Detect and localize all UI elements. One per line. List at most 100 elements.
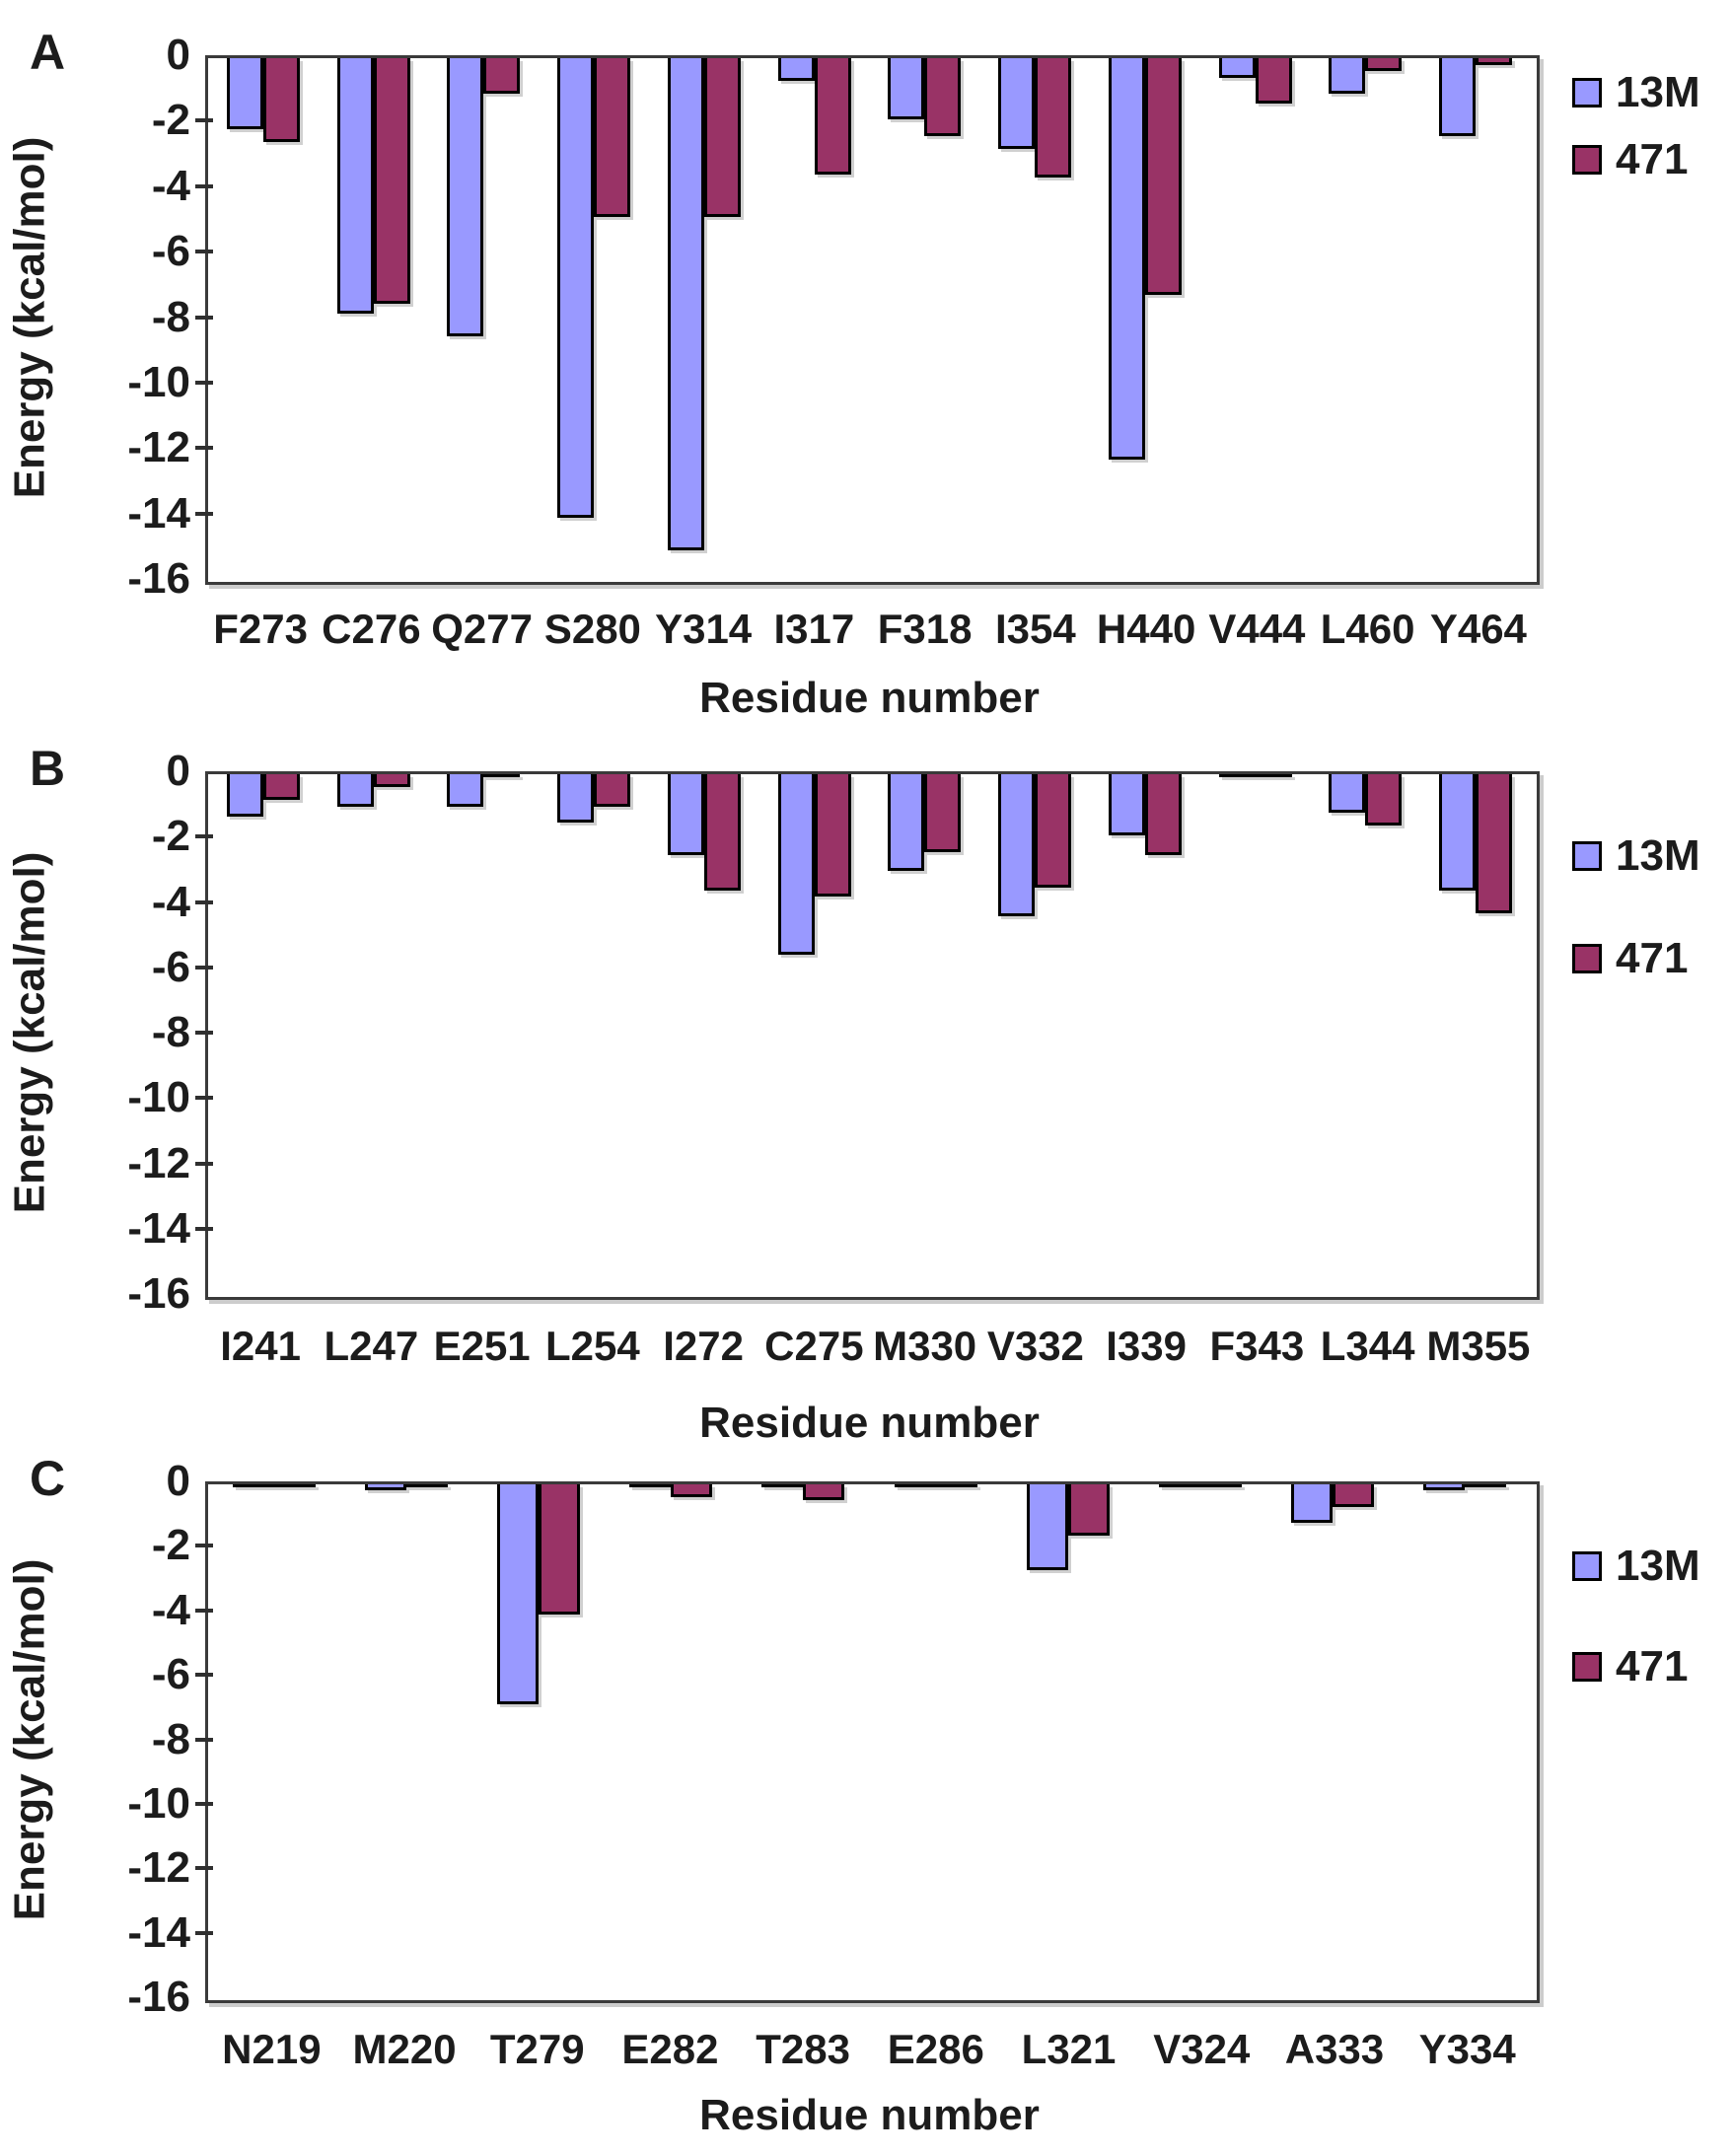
bar-471-F343 <box>1255 774 1292 778</box>
y-tick-mark <box>195 1096 213 1101</box>
y-tick-mark <box>195 250 213 254</box>
y-tick-mark <box>195 511 213 516</box>
legend-label-471: 471 <box>1616 934 1689 982</box>
y-tick-mark <box>195 315 213 320</box>
legend-label-13M: 13M <box>1616 68 1700 116</box>
legend-swatch-471 <box>1572 944 1602 973</box>
x-category-label: L247 <box>324 1323 419 1369</box>
panel-letter: C <box>30 1451 66 1506</box>
bar-471-H440 <box>1144 58 1182 295</box>
bar-13M-L247 <box>336 774 374 807</box>
x-category-label: M330 <box>873 1323 977 1369</box>
x-category-label: E251 <box>433 1323 531 1369</box>
y-tick-label: -6 <box>151 227 190 276</box>
y-axis-title-wrap: Energy (kcal/mol) <box>0 1481 59 1997</box>
bar-471-C276 <box>373 58 410 305</box>
legend-swatch-13M <box>1572 1551 1602 1581</box>
legend-swatch-13M <box>1572 841 1602 871</box>
y-axis-title-wrap: Energy (kcal/mol) <box>0 55 59 579</box>
x-category-label: I317 <box>773 606 855 652</box>
x-category-label: F273 <box>213 606 308 652</box>
y-tick-label: -12 <box>127 423 190 472</box>
bar-471-E282 <box>671 1484 713 1497</box>
y-tick-mark <box>195 1544 213 1548</box>
legend-label-471: 471 <box>1616 135 1689 183</box>
bar-13M-Q277 <box>447 58 484 337</box>
y-tick-mark <box>195 1608 213 1613</box>
bar-471-L247 <box>373 774 410 788</box>
bar-13M-E282 <box>629 1484 672 1488</box>
bar-13M-V324 <box>1158 1484 1200 1488</box>
legend-item-13M: 13M <box>1572 834 1700 878</box>
bar-471-V332 <box>1035 774 1072 888</box>
bar-13M-L321 <box>1026 1484 1068 1571</box>
y-tick-label: -8 <box>151 1008 190 1056</box>
y-axis-title: Energy (kcal/mol) <box>5 1558 53 1920</box>
y-tick-label: -14 <box>127 1907 190 1957</box>
legend-swatch-471 <box>1572 1652 1602 1682</box>
y-tick-label: 0 <box>166 1457 190 1505</box>
y-tick-mark <box>195 1930 213 1935</box>
x-category-label: Y334 <box>1418 2026 1516 2072</box>
x-axis-title: Residue number <box>699 2091 1040 2139</box>
y-tick-mark <box>195 1161 213 1166</box>
bar-471-I354 <box>1035 58 1072 179</box>
bar-13M-Y334 <box>1422 1484 1465 1491</box>
y-tick-label: -16 <box>127 1973 190 2021</box>
bar-13M-H440 <box>1108 58 1145 460</box>
bar-13M-E251 <box>447 774 484 807</box>
x-category-label: V324 <box>1153 2026 1251 2072</box>
x-category-label: L254 <box>545 1323 640 1369</box>
x-category-label: I339 <box>1106 1323 1187 1369</box>
x-category-label: L460 <box>1320 606 1415 652</box>
y-tick-label: -4 <box>151 877 190 926</box>
bar-13M-C275 <box>777 774 815 956</box>
bar-471-M355 <box>1476 774 1513 913</box>
y-tick-mark <box>195 899 213 904</box>
bar-471-I241 <box>262 774 300 801</box>
bar-13M-I272 <box>667 774 704 855</box>
x-category-label: M220 <box>352 2026 457 2072</box>
x-category-label: N219 <box>222 2026 322 2072</box>
legend-label-13M: 13M <box>1616 831 1700 880</box>
y-tick-label: -2 <box>151 96 190 145</box>
bar-13M-S280 <box>557 58 595 518</box>
bar-471-Q277 <box>483 58 521 95</box>
bar-13M-M220 <box>365 1484 407 1491</box>
bar-471-L254 <box>594 774 631 807</box>
bar-13M-F273 <box>226 58 263 130</box>
bar-13M-T279 <box>497 1484 540 1704</box>
bar-471-T279 <box>539 1484 581 1616</box>
plot-area <box>205 1481 1540 2003</box>
bar-471-I272 <box>703 774 741 891</box>
plot-area <box>205 771 1540 1300</box>
panel-letter: A <box>30 25 66 80</box>
bar-13M-I317 <box>777 58 815 81</box>
plot-area <box>205 55 1540 585</box>
bar-471-Y464 <box>1476 58 1513 65</box>
bar-471-Y314 <box>703 58 741 217</box>
y-tick-label: -12 <box>127 1843 190 1893</box>
y-tick-mark <box>195 380 213 385</box>
y-tick-label: -10 <box>127 357 190 406</box>
x-category-label: E282 <box>621 2026 719 2072</box>
y-tick-mark <box>195 446 213 451</box>
x-category-label: Q277 <box>431 606 533 652</box>
x-category-label: L344 <box>1320 1323 1415 1369</box>
legend-item-471: 471 <box>1572 937 1688 980</box>
legend-label-471: 471 <box>1616 1642 1689 1690</box>
bar-471-L321 <box>1067 1484 1110 1536</box>
x-category-label: V332 <box>986 1323 1084 1369</box>
y-axis-title-wrap: Energy (kcal/mol) <box>0 771 59 1294</box>
y-tick-mark <box>195 1737 213 1742</box>
bar-13M-F318 <box>888 58 925 120</box>
x-category-label: A333 <box>1284 2026 1385 2072</box>
x-category-label: Y314 <box>655 606 753 652</box>
x-axis-title: Residue number <box>699 674 1040 722</box>
bar-13M-N219 <box>233 1484 275 1488</box>
bar-471-F273 <box>262 58 300 143</box>
bar-13M-F343 <box>1218 774 1256 778</box>
x-category-label: F318 <box>877 606 973 652</box>
bar-471-V324 <box>1199 1484 1242 1488</box>
y-tick-label: -4 <box>151 1585 190 1634</box>
